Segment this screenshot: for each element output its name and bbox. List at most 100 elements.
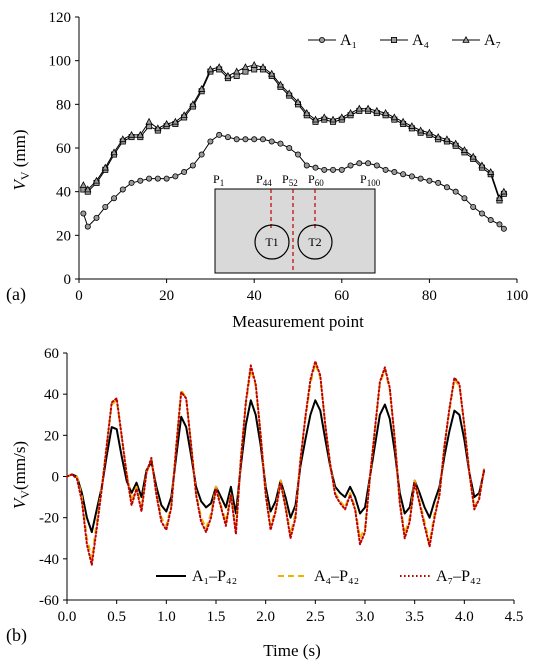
chart-a-data-point [111, 195, 118, 202]
chart-a-tick-labels: 0 20 40 60 80 100 120 0 20 40 60 80 100 [49, 10, 529, 304]
chart-a-data-point [321, 166, 328, 173]
chart-a-data-point [119, 186, 126, 193]
chart-a-data-point [391, 169, 398, 176]
chart-a-x-tick-label: 0 [75, 288, 83, 304]
chart-a-legend-label: A₇ [484, 32, 501, 49]
chart-a-data-point [79, 181, 88, 188]
chart-b-series-3-line [66, 360, 486, 566]
chart-a-data-point [452, 139, 460, 147]
chart-a-data-point [224, 71, 232, 79]
chart-a-data-point [469, 152, 477, 160]
chart-b-x-tick-label: 1.0 [157, 609, 176, 625]
chart-a-data-point [443, 184, 450, 191]
chart-a-data-point [224, 134, 231, 141]
chart-a-data-point [206, 65, 215, 73]
chart-a-data-point [452, 188, 459, 195]
chart-a-data-point [181, 169, 188, 176]
chart-a-data-point [303, 162, 310, 169]
chart-a-data-point [500, 225, 507, 232]
chart-a-data-point [189, 100, 197, 108]
chart-a-data-point [154, 175, 161, 182]
chart-a-data-point [338, 113, 346, 121]
chart-a-data-point [259, 63, 267, 71]
chart-b-x-axis-label: Time (s) [263, 641, 320, 660]
chart-a-data-point [373, 106, 381, 114]
chart-a-data-point [276, 80, 285, 88]
chart-b-panel-label: (b) [6, 625, 27, 646]
tunnel-schematic-inset: T1 T2 P1 P44 P52 P60 P100 [213, 172, 381, 274]
chart-a-data-point [500, 187, 508, 195]
chart-a-data-point [251, 136, 258, 143]
chart-a-data-point [163, 175, 170, 182]
chart-a-data-point [347, 162, 354, 169]
chart-a-x-tick-label: 80 [422, 288, 437, 304]
chart-a-series-1 [80, 131, 507, 232]
chart-a-data-point [496, 221, 503, 228]
chart-a-data-point [242, 136, 249, 143]
chart-a-data-point [390, 113, 399, 121]
chart-a-data-point [162, 119, 171, 127]
chart-a-legend-marker [318, 37, 325, 44]
chart-a-data-point [373, 162, 380, 169]
chart-a-data-point [382, 166, 389, 173]
chart-a-data-point [101, 163, 109, 171]
chart-a-x-tick-label: 40 [247, 288, 262, 304]
chart-a-y-label-unit: (mm) [10, 129, 29, 171]
point-label-p60: P60 [308, 172, 324, 188]
chart-a-x-tick-label: 100 [506, 288, 529, 304]
chart-b-legend: A₁–P₄₂ A₄–P₄₂ A₇–P₄₂ [156, 568, 481, 585]
chart-a-data-point [346, 109, 355, 116]
chart-a-series-group [79, 60, 508, 232]
chart-a-data-point [207, 138, 214, 145]
chart-a-data-point [434, 133, 442, 140]
chart-a-data-point [381, 109, 390, 116]
chart-a-data-point [303, 109, 311, 116]
chart-a-y-tick-label: 40 [56, 185, 71, 201]
tunnel-t1 [254, 224, 290, 260]
chart-a-data-point [487, 217, 494, 224]
chart-a-data-point [408, 122, 416, 129]
chart-a-data-point [478, 161, 486, 169]
chart-a-data-point [127, 130, 136, 138]
chart-b-series-2-line [66, 362, 486, 560]
chart-a-data-point [197, 85, 206, 92]
chart-a-data-point [487, 167, 495, 175]
chart-a-data-point [233, 67, 241, 75]
tunnel-t1-label: T1 [265, 235, 278, 249]
chart-b-x-tick-label: 2.5 [306, 609, 325, 625]
chart-a-data-point [435, 179, 442, 186]
chart-a-data-point [356, 160, 363, 167]
chart-b-y-label-main: V [10, 496, 29, 509]
chart-a-data-point [495, 194, 504, 202]
chart-a-data-point [294, 98, 302, 105]
chart-a-data-point [215, 63, 223, 71]
chart-a-data-point [320, 113, 328, 121]
chart-b-x-tick-label: 3.5 [405, 609, 424, 625]
chart-a-data-point [460, 146, 469, 153]
ground-block [214, 188, 376, 274]
chart-a-data-point [311, 115, 320, 123]
chart-a-data-point [364, 104, 372, 112]
chart-b-x-tick-label: 1.5 [207, 609, 226, 625]
chart-a-data-point [268, 138, 275, 145]
chart-a-data-point [250, 60, 258, 68]
chart-a-data-point [146, 175, 153, 182]
chart-a: 0 20 40 60 80 100 120 0 20 40 60 80 100 Measurement … [6, 10, 528, 331]
chart-a-y-tick-label: 120 [49, 10, 72, 26]
chart-a-data-point [286, 144, 293, 151]
chart-a-data-point [198, 151, 205, 158]
chart-b-x-tick-label: 3.0 [356, 609, 375, 625]
chart-a-data-point [330, 166, 337, 173]
chart-a-legend-label: A₁ [340, 32, 357, 49]
chart-a-data-point [277, 140, 284, 147]
chart-a-legend-marker [390, 37, 397, 44]
chart-a-data-point [128, 179, 135, 186]
chart-a-data-point [145, 117, 153, 125]
chart-b-y-tick-label: -20 [39, 511, 59, 527]
point-label-p44: P44 [256, 172, 272, 188]
chart-a-data-point [365, 160, 372, 167]
chart-a-data-point [80, 210, 87, 217]
tunnel-t2-label: T2 [308, 235, 321, 249]
chart-a-x-tick-label: 20 [159, 288, 174, 304]
chart-a-data-point [136, 130, 144, 138]
